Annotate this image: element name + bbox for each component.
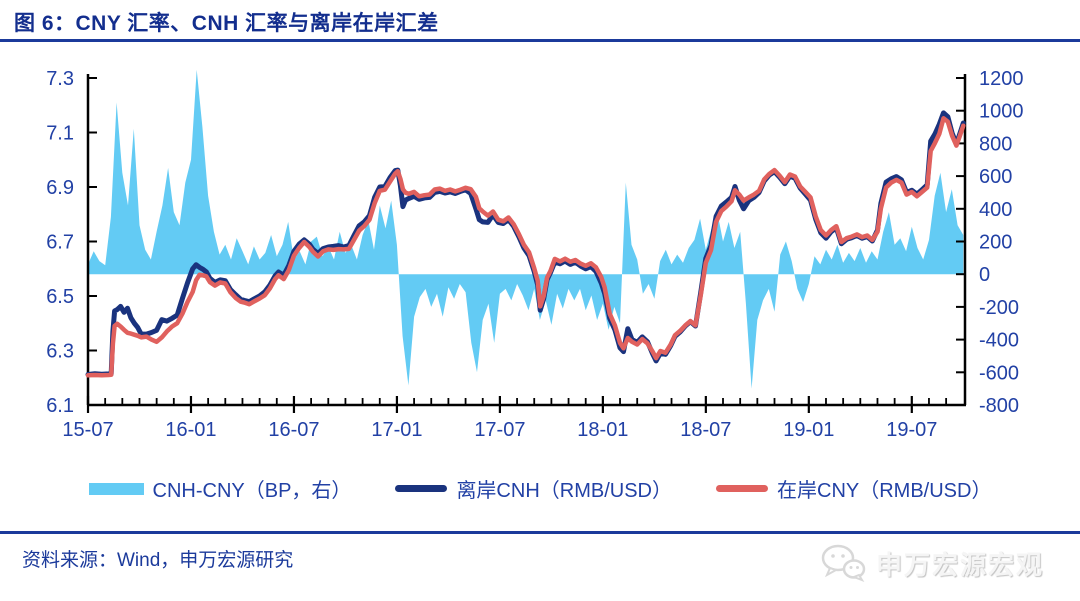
svg-text:18-07: 18-07 [680,419,731,441]
svg-text:6.7: 6.7 [46,232,74,254]
wechat-icon [821,544,866,582]
svg-text:200: 200 [979,232,1012,254]
cny-line-swatch-icon [716,485,768,492]
legend-label-cny: 在岸CNY（RMB/USD） [777,480,992,502]
svg-text:-200: -200 [979,297,1019,319]
cnh-line-swatch-icon [395,485,448,492]
figure-title: 图 6：CNY 汇率、CNH 汇率与离岸在岸汇差 [14,12,439,35]
svg-text:19-01: 19-01 [783,419,834,441]
svg-text:7.1: 7.1 [46,123,74,145]
svg-text:18-01: 18-01 [577,419,628,441]
svg-text:6.5: 6.5 [46,286,74,308]
svg-text:19-07: 19-07 [886,419,937,441]
legend-item-spread: CNH-CNY（BP，右） [88,474,352,503]
svg-text:7.3: 7.3 [46,68,74,90]
svg-text:15-07: 15-07 [62,419,113,441]
svg-text:1200: 1200 [979,68,1024,90]
title-underline [0,39,1080,42]
svg-text:16-07: 16-07 [268,419,319,441]
brand-watermark: 申万宏源宏观 [820,543,1044,583]
svg-text:6.1: 6.1 [46,395,74,417]
exchange-rate-chart: 7.3 7.1 6.9 6.7 6.5 6.3 6.1 1200 1000 800 600 400 20… [46,68,1024,441]
footer-rule [0,531,1080,534]
svg-text:800: 800 [979,133,1012,155]
svg-text:-800: -800 [979,395,1019,417]
svg-text:6.9: 6.9 [46,177,74,199]
svg-text:0: 0 [979,264,990,286]
legend-item-cny: 在岸CNY（RMB/USD） [716,474,991,503]
legend-item-cnh: 离岸CNH（RMB/USD） [395,474,672,503]
spread-bar-swatch-icon [88,482,144,495]
svg-text:600: 600 [979,166,1012,188]
svg-text:17-07: 17-07 [474,419,525,441]
svg-text:1000: 1000 [979,101,1024,123]
source-note: 资料来源：Wind，申万宏源研究 [22,550,294,571]
svg-text:-400: -400 [979,330,1019,352]
legend-label-cnh: 离岸CNH（RMB/USD） [456,480,672,502]
svg-text:6.3: 6.3 [46,341,74,363]
svg-text:16-01: 16-01 [165,419,216,441]
brand-watermark-text: 申万宏源宏观 [875,549,1044,580]
chart-legend: CNH-CNY（BP，右） 离岸CNH（RMB/USD） 在岸CNY（RMB/U… [0,474,1080,503]
legend-label-spread: CNH-CNY（BP，右） [152,480,352,502]
svg-text:400: 400 [979,199,1012,221]
svg-text:-600: -600 [979,362,1019,384]
svg-text:17-01: 17-01 [371,419,422,441]
